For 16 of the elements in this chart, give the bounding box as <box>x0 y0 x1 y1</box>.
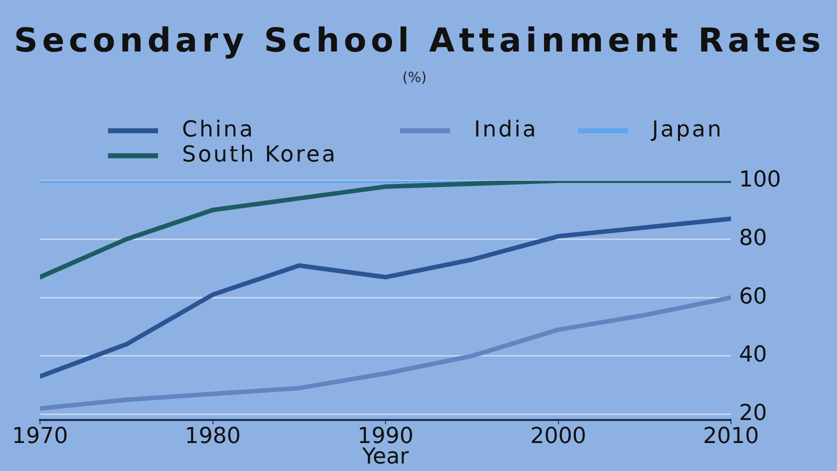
chart-subtitle: (%) <box>402 70 427 86</box>
x-tick-label: 2000 <box>530 424 586 450</box>
x-tick-label: 1980 <box>184 424 241 450</box>
chart-title: Secondary School Attainment Rates <box>14 20 826 60</box>
legend-label: China <box>182 118 255 143</box>
y-tick-label: 60 <box>739 284 768 310</box>
y-tick-label: 20 <box>739 401 768 426</box>
x-tick-label: 2010 <box>703 424 760 450</box>
legend-label: India <box>474 118 538 143</box>
y-tick-label: 40 <box>739 342 768 368</box>
y-tick-label: 80 <box>739 226 768 251</box>
x-tick-label: 1970 <box>12 424 68 450</box>
legend-label: Japan <box>650 118 724 143</box>
y-tick-label: 100 <box>739 168 782 193</box>
legend-label: South Korea <box>182 142 338 168</box>
x-axis-title: Year <box>361 444 410 470</box>
